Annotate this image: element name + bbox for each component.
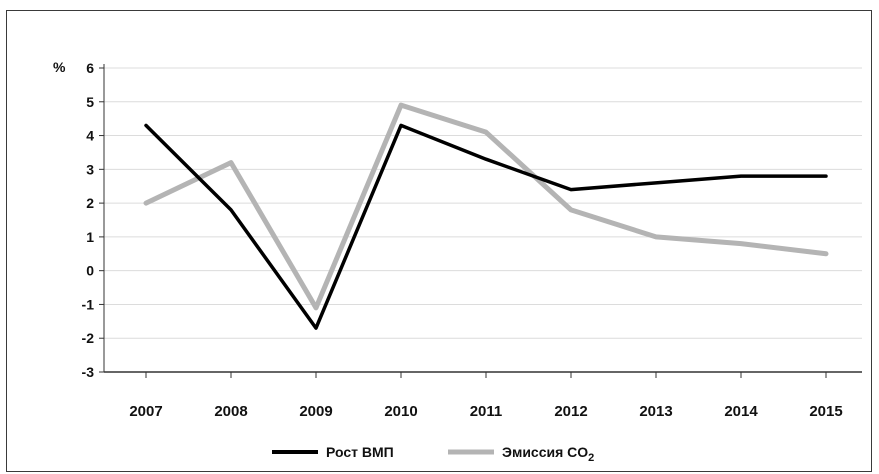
x-tick-label: 2011 (470, 403, 503, 420)
tick-labels: 6 5 4 3 2 1 0 -1 -2 -3% 2007 2008 2009 2010 2011 2012 20… (53, 59, 843, 420)
x-tick-label: 2012 (554, 403, 587, 420)
legend-label-co2-subscript: 2 (588, 452, 594, 464)
legend-label-co2: Эмиссия CO2 (502, 444, 594, 464)
series-line-co2 (143, 102, 829, 311)
x-tick-label: 2010 (384, 403, 417, 420)
axes (99, 64, 862, 378)
y-tick-label: -1 (82, 296, 95, 312)
x-tick-label: 2014 (724, 403, 758, 420)
y-tick-label: 2 (86, 195, 94, 211)
series-lines (143, 102, 829, 330)
y-tick-label: -3 (82, 364, 95, 380)
x-tick-label: 2007 (129, 403, 162, 420)
chart-frame (6, 10, 872, 472)
y-tick-label: 6 (86, 60, 94, 76)
y-unit-label: % (53, 59, 66, 75)
y-tick-label: 5 (86, 94, 94, 110)
y-tick-label: 1 (86, 229, 94, 245)
y-tick-label: -2 (82, 330, 95, 346)
y-tick-label: 4 (86, 128, 94, 144)
y-tick-label: 0 (86, 263, 94, 279)
x-tick-label: 2008 (214, 403, 247, 420)
x-tick-label: 2015 (809, 403, 842, 420)
y-tick-label: 3 (86, 161, 94, 177)
legend-label-gdp: Рост ВМП (326, 444, 394, 460)
grid-lines (104, 67, 862, 339)
x-tick-label: 2013 (639, 403, 672, 420)
series-line-gdp (144, 123, 828, 330)
x-tick-label: 2009 (299, 403, 332, 420)
legend: Рост ВМП Эмиссия CO2 (272, 444, 594, 464)
